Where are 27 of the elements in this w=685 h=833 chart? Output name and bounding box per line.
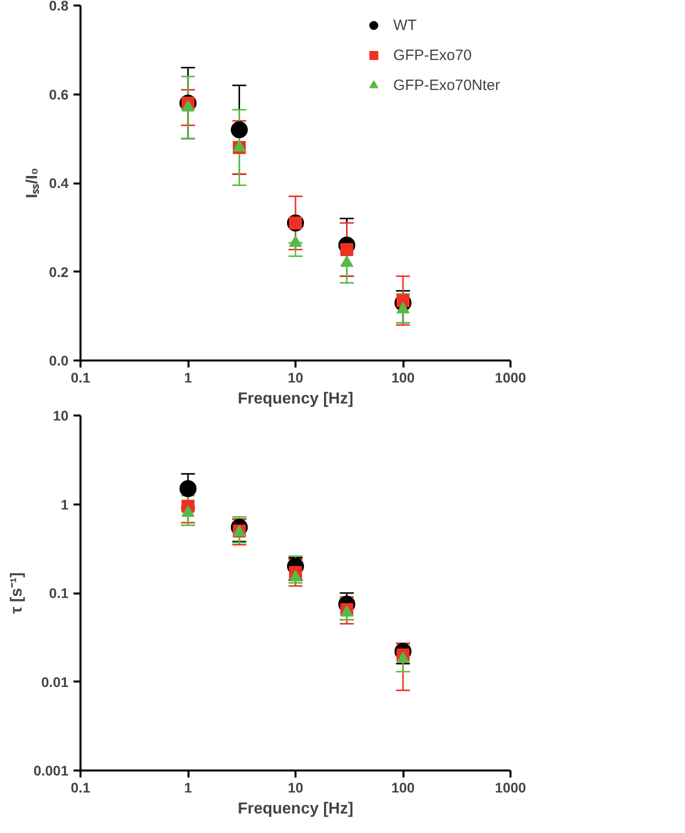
x-tick-label: 1 bbox=[184, 780, 192, 796]
y-tick-label: 1 bbox=[60, 496, 69, 512]
y-tick-label: 0.8 bbox=[49, 0, 69, 14]
y-tick-label: 0.01 bbox=[41, 674, 69, 690]
y-tick-label: 0.0 bbox=[49, 352, 69, 368]
x-tick-label: 10 bbox=[288, 780, 304, 796]
x-tick-label: 1000 bbox=[494, 780, 526, 796]
x-axis-title: Frequency [Hz] bbox=[238, 800, 354, 818]
y-tick-label: 0.001 bbox=[33, 762, 69, 778]
x-tick-label: 100 bbox=[391, 780, 415, 796]
y-tick-label: 10 bbox=[52, 408, 69, 424]
y-axis-title: Iₛₛ/I₀ bbox=[24, 168, 42, 198]
y-tick-label: 0.1 bbox=[49, 585, 69, 601]
x-tick-label: 100 bbox=[391, 370, 415, 386]
legend-label: GFP-Exo70Nter bbox=[393, 76, 500, 94]
x-tick-label: 0.1 bbox=[70, 370, 90, 386]
y-tick-label: 0.2 bbox=[49, 264, 69, 280]
x-tick-label: 0.1 bbox=[70, 780, 90, 796]
y-tick-label: 0.4 bbox=[49, 175, 69, 191]
x-axis-title: Frequency [Hz] bbox=[238, 390, 354, 408]
legend-label: GFP-Exo70 bbox=[393, 46, 472, 64]
x-tick-label: 1 bbox=[184, 370, 192, 386]
y-axis-title: τ [s⁻¹] bbox=[8, 572, 26, 614]
y-tick-label: 0.6 bbox=[49, 86, 69, 102]
x-tick-label: 1000 bbox=[494, 370, 526, 386]
x-tick-label: 10 bbox=[288, 370, 304, 386]
legend-label: WT bbox=[393, 16, 417, 34]
